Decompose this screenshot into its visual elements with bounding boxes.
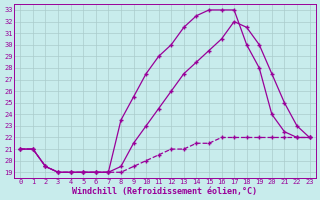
X-axis label: Windchill (Refroidissement éolien,°C): Windchill (Refroidissement éolien,°C) <box>72 187 258 196</box>
